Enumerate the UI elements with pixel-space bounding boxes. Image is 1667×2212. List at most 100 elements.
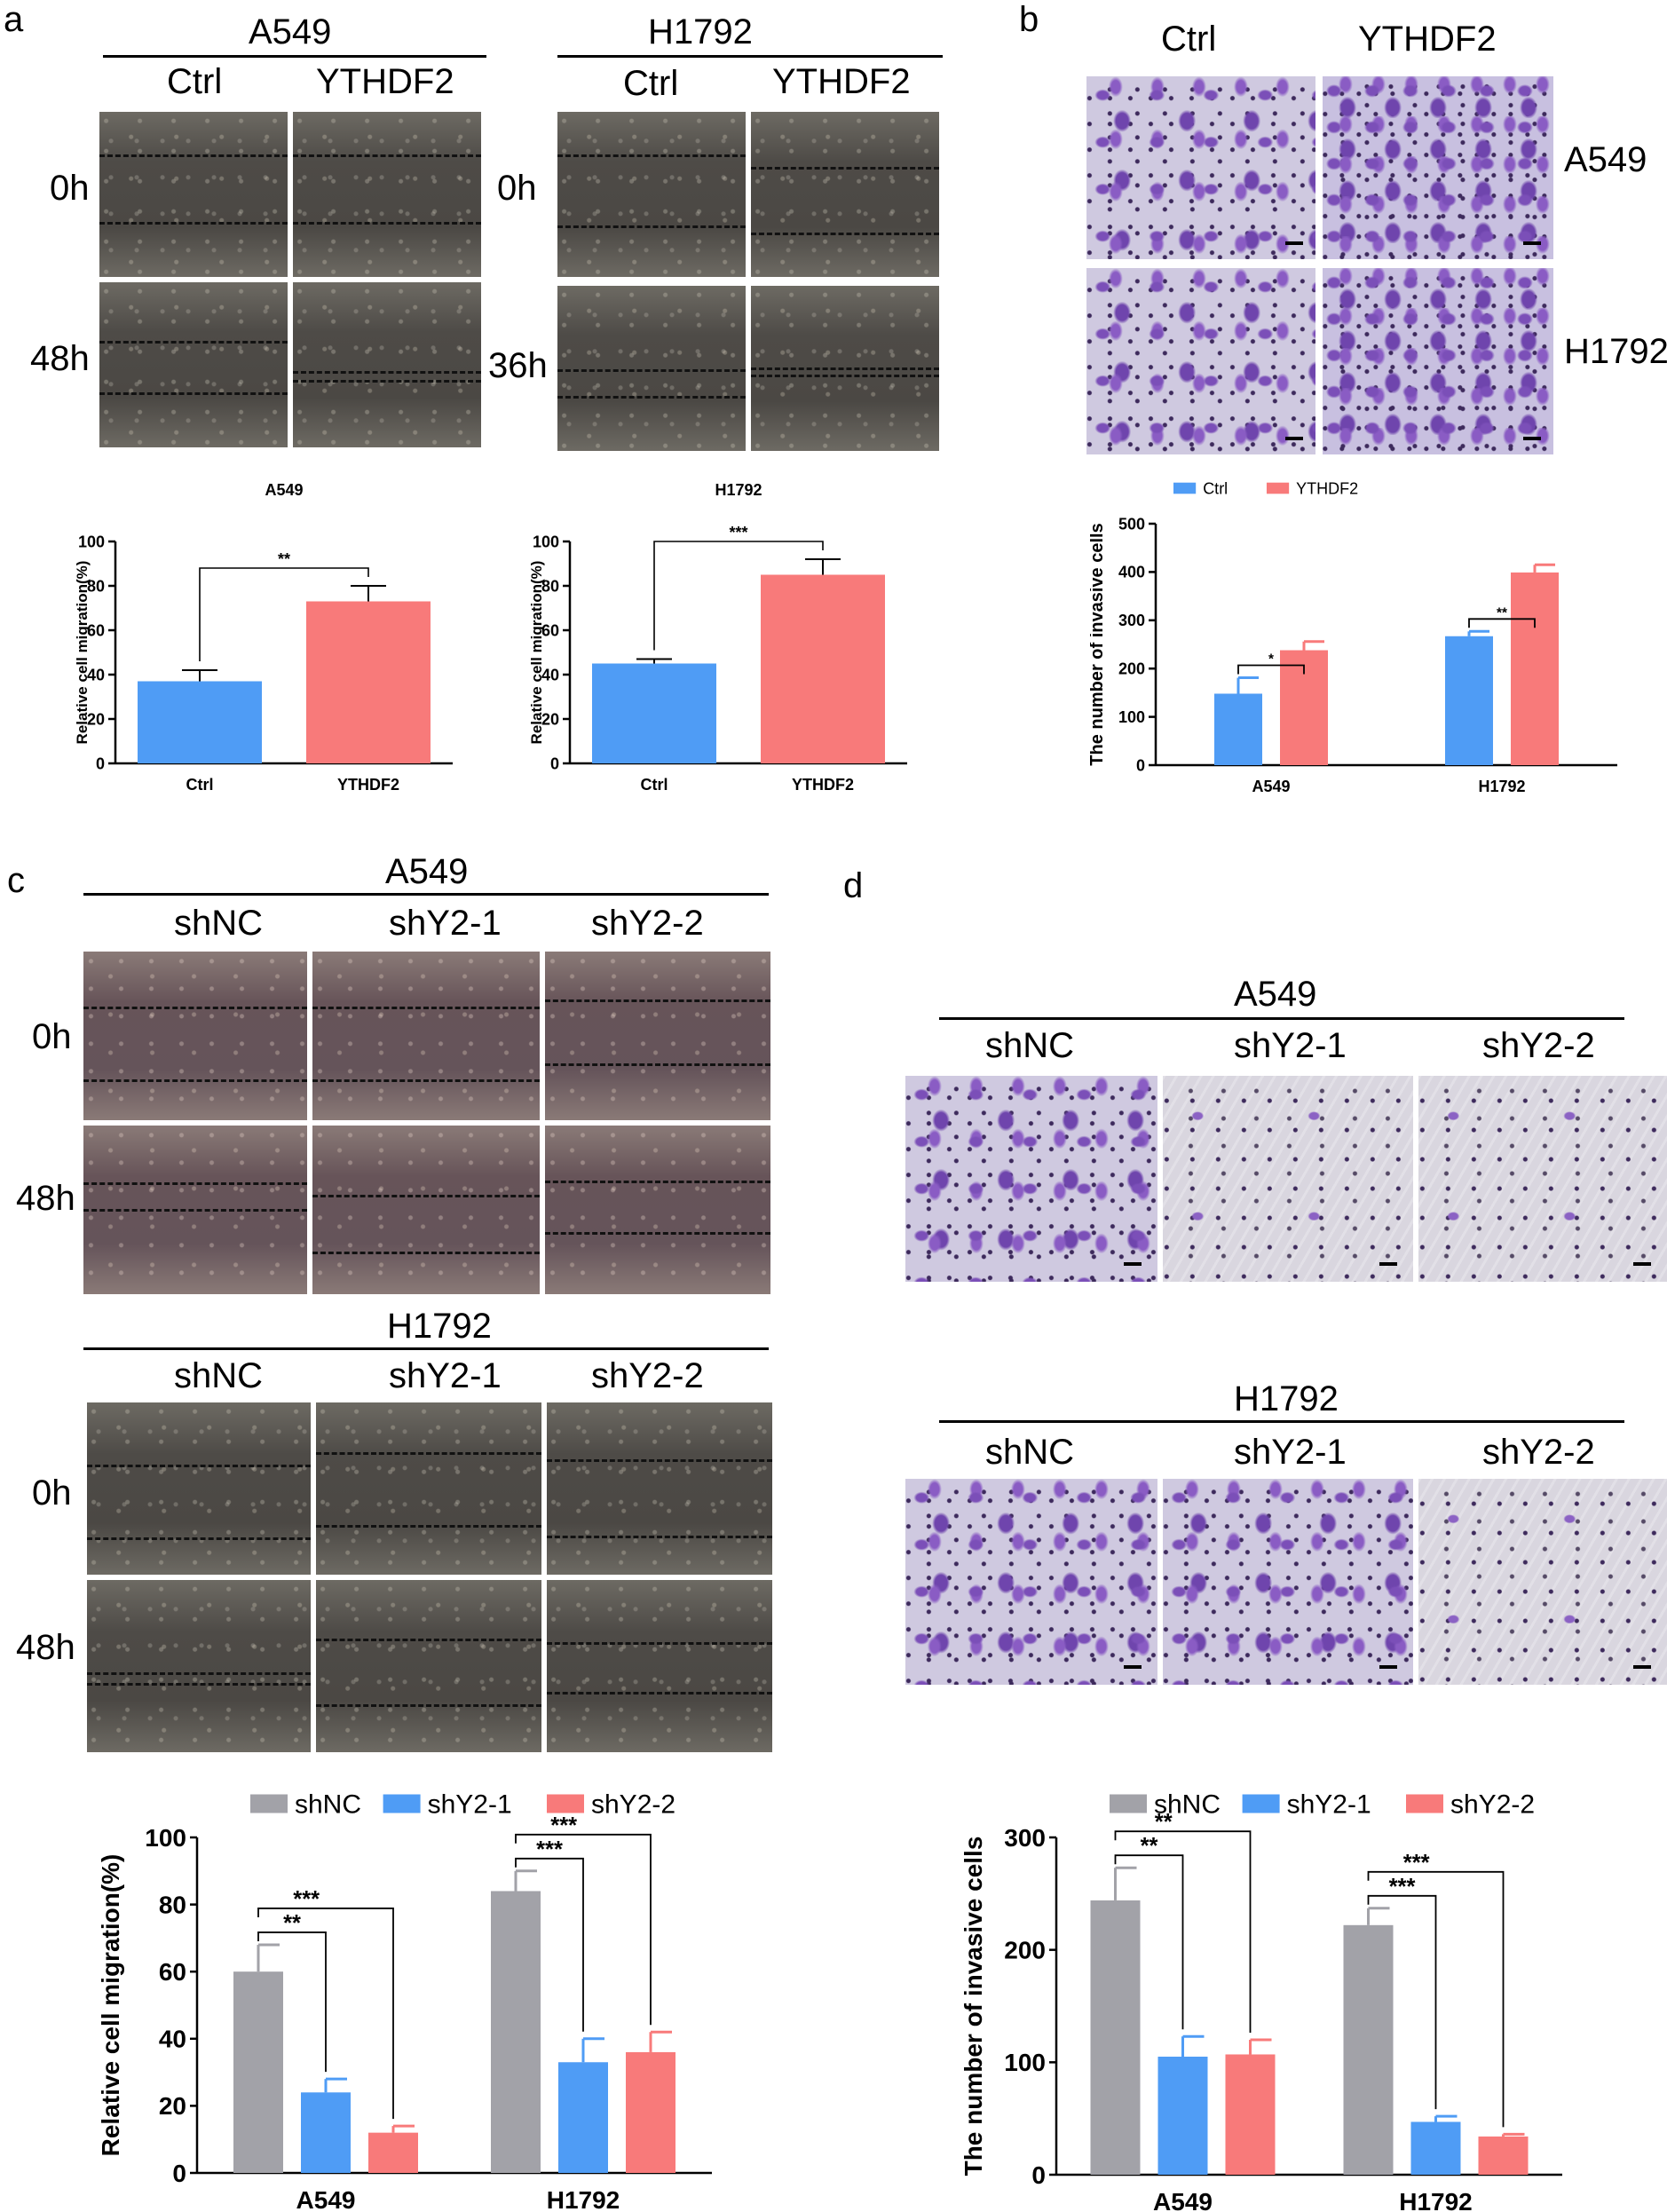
y-tick-label: 200: [1118, 660, 1145, 678]
significance-bracket: [257, 1932, 327, 2073]
significance-bracket: [515, 1857, 584, 2032]
a-a549-ythdf2-0h-image: [293, 112, 481, 277]
legend-label: shY2-1: [1287, 1790, 1371, 1820]
x-tick-label: A549: [296, 2186, 356, 2212]
y-tick-label: 0: [1031, 2161, 1046, 2189]
a-a549-ctrl-0h-image: [99, 112, 288, 277]
significance-label: **: [278, 550, 290, 568]
a-h1792-ctrl-36h-image: [557, 286, 746, 451]
y-tick-label: 0: [172, 2160, 186, 2187]
a-a549-ythdf2-48h-image: [293, 282, 481, 447]
c-a549-shy22-48h-image: [545, 1126, 770, 1294]
d-h1792-shnc-label: shNC: [985, 1433, 1075, 1472]
b-a549-ythdf2-image: [1323, 76, 1553, 259]
bar: [761, 574, 885, 763]
c-a549-shy21-label: shY2-1: [389, 904, 502, 943]
significance-bracket: [1468, 618, 1536, 628]
x-tick-label: Ctrl: [641, 776, 668, 790]
bar: [1090, 1900, 1141, 2175]
a-line-a549: A549: [249, 12, 332, 51]
bar: [626, 2051, 675, 2173]
y-tick-label: 60: [541, 621, 559, 639]
a-a549-ythdf2-label: YTHDF2: [316, 62, 454, 101]
a-h1792-ctrl-label: Ctrl: [623, 64, 679, 103]
y-tick-label: 0: [1136, 756, 1145, 774]
legend-label: shY2-2: [1450, 1790, 1535, 1820]
bar: [138, 681, 262, 763]
significance-bracket: [515, 1833, 652, 2026]
y-axis-label: Relative cell migration(%): [74, 561, 91, 745]
y-tick-label: 80: [87, 577, 105, 595]
legend-swatch: [1266, 482, 1290, 494]
panel-letter-b: b: [1019, 0, 1039, 39]
x-tick-label: A549: [1153, 2188, 1213, 2212]
a-timepoint-48h: 48h: [30, 339, 90, 378]
significance-label: **: [1155, 1810, 1173, 1835]
d-a549-shy21-image: [1163, 1076, 1413, 1282]
y-axis-label: The number of invasive cells: [1090, 523, 1107, 765]
bar: [1157, 2057, 1208, 2175]
y-tick-label: 400: [1118, 564, 1145, 581]
y-tick-label: 80: [541, 577, 559, 595]
significance-label: ***: [1403, 1851, 1430, 1876]
significance-label: ***: [536, 1837, 563, 1862]
c-a549-shy21-0h-image: [312, 952, 540, 1120]
y-tick-label: 40: [159, 2026, 186, 2053]
significance-bracket: [1237, 664, 1305, 675]
chart-b: 0 100 200 300 400 500 The number of invasive c…: [1090, 479, 1617, 795]
a-h1792-ythdf2-0h-image: [751, 112, 939, 277]
x-tick-label: A549: [1252, 778, 1290, 795]
b-line-a549: A549: [1564, 140, 1647, 179]
b-ythdf2-label: YTHDF2: [1358, 20, 1497, 59]
significance-bracket: [1114, 1830, 1252, 2033]
panel-letter-a: a: [4, 0, 24, 39]
significance-bracket: [257, 1908, 394, 2120]
significance-bracket: [1114, 1854, 1184, 2030]
bar: [306, 601, 431, 763]
a-h1792-ctrl-0h-image: [557, 112, 746, 277]
a-a549-ctrl-label: Ctrl: [167, 62, 223, 101]
legend-swatch: [1406, 1794, 1443, 1813]
c-h1792-shy21-0h-image: [316, 1402, 541, 1575]
y-tick-label: 500: [1118, 515, 1145, 533]
d-a549-shy22-image: [1418, 1076, 1667, 1282]
a-timepoint-0h-left: 0h: [50, 169, 90, 208]
y-tick-label: 20: [541, 710, 559, 728]
a-a549-rule: [103, 55, 486, 58]
y-tick-label: 100: [1118, 708, 1145, 726]
b-h1792-ctrl-image: [1086, 268, 1315, 454]
bar: [1478, 2136, 1529, 2175]
x-tick-label: H1792: [1399, 2188, 1473, 2212]
bar: [1343, 1924, 1394, 2175]
a-timepoint-36h: 36h: [488, 346, 548, 385]
x-tick-label: YTHDF2: [337, 776, 399, 790]
c-h1792-timepoint-0h: 0h: [32, 1473, 72, 1513]
x-tick-label: H1792: [1478, 778, 1525, 795]
y-tick-label: 300: [1118, 612, 1145, 629]
bar: [1225, 2054, 1276, 2175]
y-axis-label: The number of invasive cells: [960, 1837, 987, 2176]
significance-label: **: [1497, 605, 1507, 620]
significance-label: **: [283, 1911, 301, 1936]
chart-d: 0 100 200 300 The number of invasive cells A5…: [960, 1790, 1562, 2212]
significance-bracket: [1367, 1870, 1505, 2128]
c-a549-shnc-48h-image: [83, 1126, 307, 1294]
y-tick-label: 100: [1004, 2049, 1046, 2076]
panel-letter-d: d: [843, 866, 864, 905]
c-h1792-shy21-label: shY2-1: [389, 1356, 502, 1395]
y-tick-label: 0: [550, 754, 559, 772]
bar: [1445, 636, 1493, 765]
c-a549-shy21-48h-image: [312, 1126, 540, 1294]
x-tick-label: H1792: [547, 2186, 620, 2212]
significance-label: ***: [550, 1813, 577, 1838]
c-h1792-timepoint-48h: 48h: [16, 1628, 75, 1667]
d-a549-shnc-image: [905, 1076, 1157, 1282]
chart-c: 0 20 40 60 80 100 Relative cell migration(%) A5…: [98, 1790, 712, 2212]
a-line-h1792: H1792: [648, 12, 753, 51]
d-line-h1792: H1792: [1234, 1379, 1339, 1418]
chart-title: A549: [265, 481, 303, 499]
a-h1792-ythdf2-label: YTHDF2: [772, 62, 911, 101]
c-h1792-shnc-label: shNC: [174, 1356, 264, 1395]
x-tick-label: YTHDF2: [792, 776, 854, 790]
a-h1792-rule: [557, 55, 943, 58]
